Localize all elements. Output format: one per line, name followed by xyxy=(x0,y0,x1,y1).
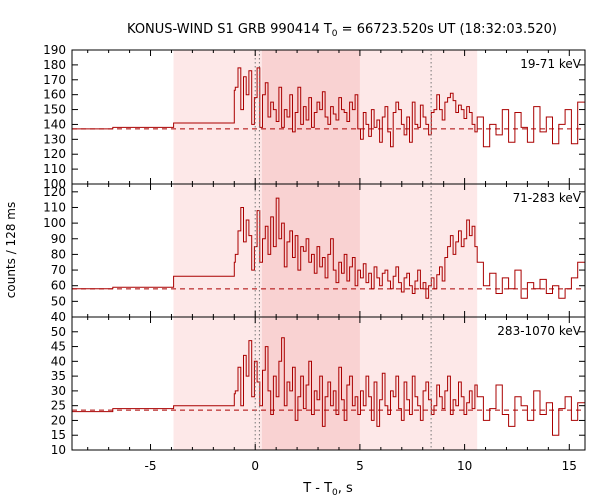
y-tick-label: 15 xyxy=(51,428,66,442)
x-axis-label: T - T0, s xyxy=(302,481,353,498)
panel-frame xyxy=(71,316,586,451)
x-tick-label: 10 xyxy=(457,459,472,473)
y-tick-label: 45 xyxy=(51,340,66,354)
panel-energy-label: 283-1070 keV xyxy=(497,324,581,338)
y-tick-label: 20 xyxy=(51,413,66,427)
y-tick-label: 120 xyxy=(43,147,66,161)
x-axis-ticks: -5 0 5 10 15 xyxy=(87,50,577,473)
x-tick-label: 15 xyxy=(562,459,577,473)
y-tick-label: 130 xyxy=(43,132,66,146)
y-tick-label: 100 xyxy=(43,216,66,230)
y-tick-label: 10 xyxy=(51,443,66,457)
y-tick-label: 180 xyxy=(43,58,66,72)
y-tick-label: 140 xyxy=(43,117,66,131)
y-tick-label: 50 xyxy=(51,294,66,308)
y-tick-label: 150 xyxy=(43,103,66,117)
y-tick-label: 70 xyxy=(51,263,66,277)
y-tick-label: 35 xyxy=(51,369,66,383)
y-tick-label: 120 xyxy=(43,185,66,199)
y-tick-label: 190 xyxy=(43,43,66,57)
x-tick-label: 5 xyxy=(356,459,364,473)
series-step-line xyxy=(72,197,585,299)
y-tick-label: 90 xyxy=(51,232,66,246)
y-tick-label: 40 xyxy=(51,354,66,368)
shaded-interval-dark xyxy=(261,50,360,450)
y-tick-label: 110 xyxy=(43,162,66,176)
y-tick-label: 110 xyxy=(43,200,66,214)
y-tick-label: 40 xyxy=(51,310,66,324)
y-tick-label: 25 xyxy=(51,399,66,413)
x-tick-label: -5 xyxy=(145,459,157,473)
panel-energy-label: 71-283 keV xyxy=(513,191,582,205)
y-axis-label: counts / 128 ms xyxy=(4,202,18,298)
x-tick-label: 0 xyxy=(251,459,259,473)
y-tick-label: 50 xyxy=(51,325,66,339)
series-step-line xyxy=(72,67,585,148)
series-step-line xyxy=(72,337,585,436)
y-tick-label: 80 xyxy=(51,247,66,261)
y-tick-label: 60 xyxy=(51,279,66,293)
dotted-markers xyxy=(254,50,432,450)
y-tick-label: 170 xyxy=(43,73,66,87)
y-tick-label: 100 xyxy=(43,177,66,191)
y-tick-label: 30 xyxy=(51,384,66,398)
chart-title: KONUS-WIND S1 GRB 990414 T0 = 66723.520s… xyxy=(127,22,557,39)
y-tick-label: 160 xyxy=(43,88,66,102)
panel-energy-label: 19-71 keV xyxy=(520,57,582,71)
